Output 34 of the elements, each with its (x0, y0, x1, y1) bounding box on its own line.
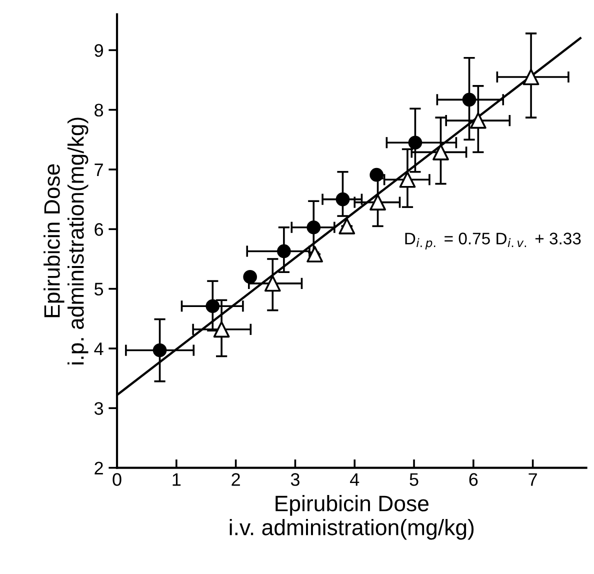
x-tick-label: 0 (112, 473, 122, 486)
x-tick-label: 7 (528, 473, 537, 486)
point (470, 112, 486, 129)
y-tick-label: 4 (94, 342, 104, 356)
y-tick-label: 7 (94, 164, 103, 176)
x-tick-label: 3 (290, 473, 300, 486)
y-tick-label: 9 (94, 44, 103, 57)
point (408, 136, 422, 150)
y-tick-label: 3 (94, 402, 104, 415)
x-tick-label: 1 (172, 473, 181, 486)
annotation: D$_{i.p.}$ = 0.75 D$_{i.v.}$ + 3.33 (405, 232, 581, 250)
point (432, 144, 449, 160)
y-axis-title: Epirubicin Dose i.p. administration(mg/kg) (44, 118, 88, 364)
point (306, 220, 321, 234)
point (152, 343, 167, 358)
y-tick-label: 8 (94, 104, 104, 117)
point (277, 244, 291, 258)
y-tick-label: 6 (94, 223, 104, 236)
point (206, 299, 220, 314)
point (338, 218, 356, 234)
point (522, 68, 540, 86)
y-tick-label: 5 (94, 282, 104, 296)
point (264, 275, 281, 292)
point (336, 192, 350, 206)
x-tick-label: 6 (469, 473, 478, 486)
x-tick-label: 4 (350, 473, 360, 486)
point (399, 171, 416, 188)
point (370, 194, 386, 210)
x-axis-title: Epirubicin Dose i.v. administration(mg/kg) (230, 495, 474, 540)
y-tick-label: 2 (94, 462, 103, 474)
point (462, 92, 476, 107)
point (213, 321, 230, 338)
x-tick-label: 2 (232, 473, 240, 486)
x-tick-label: 5 (410, 473, 418, 486)
